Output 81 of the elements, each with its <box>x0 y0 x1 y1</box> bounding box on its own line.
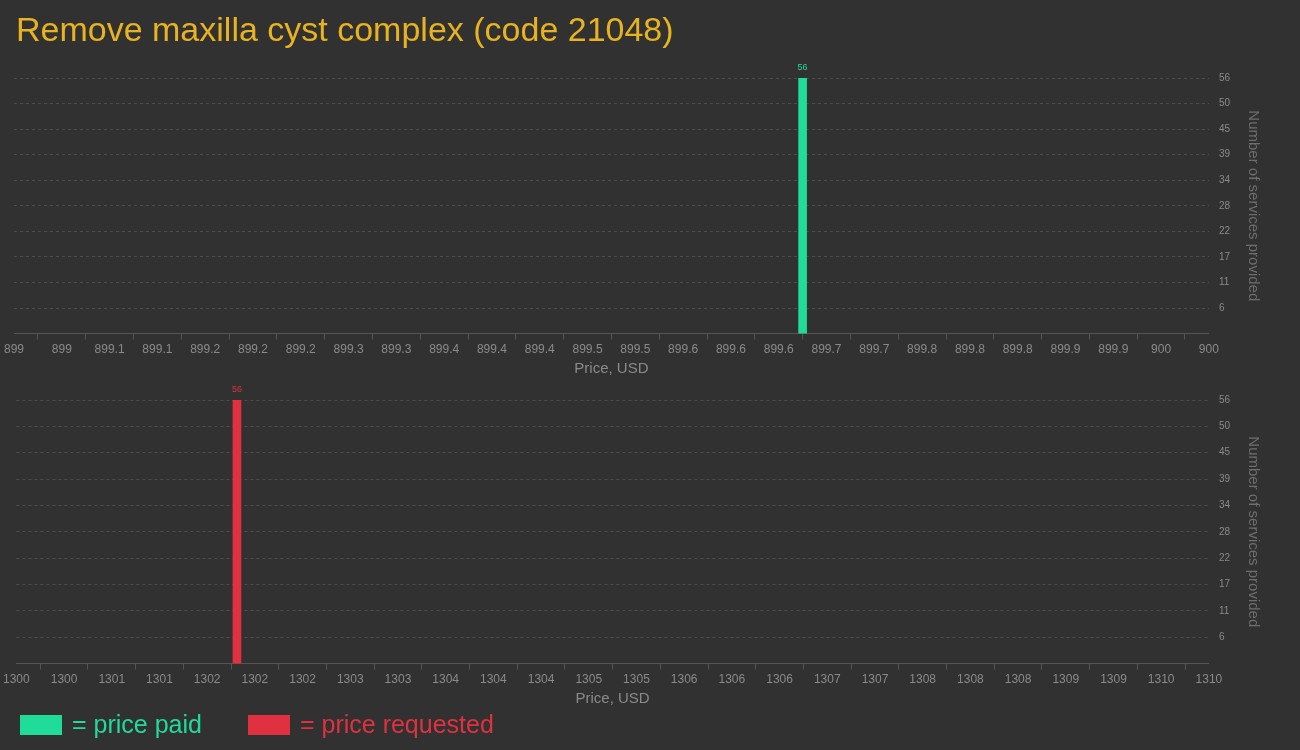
y-tick-label: 11 <box>1218 604 1230 616</box>
y-axis-title: Number of services provided <box>1245 436 1263 628</box>
y-tick-label: 50 <box>1218 420 1231 432</box>
x-tick-label: 1300 <box>50 672 78 687</box>
x-tick-label: 1300 <box>3 672 31 687</box>
x-tick-label: 899.9 <box>1050 342 1081 357</box>
x-tick-label: 899.7 <box>859 342 890 357</box>
y-tick-label: 39 <box>1218 472 1231 484</box>
x-tick-label: 1302 <box>241 672 269 687</box>
y-tick-label: 6 <box>1218 301 1225 313</box>
x-tick-label: 899.4 <box>476 342 508 357</box>
y-tick-label: 28 <box>1218 525 1231 537</box>
data-label: 56 <box>797 61 808 72</box>
x-tick-label: 1306 <box>718 672 746 687</box>
x-tick-label: 899.6 <box>668 342 699 357</box>
x-tick-label: 899 <box>51 342 73 357</box>
chart-title: Remove maxilla cyst complex (code 21048) <box>15 9 675 50</box>
x-tick-label: 899 <box>3 342 25 357</box>
y-tick-label: 22 <box>1218 225 1231 237</box>
x-tick-label: 1309 <box>1052 672 1080 687</box>
legend-label: = price requested <box>299 710 494 739</box>
x-tick-label: 899.2 <box>237 342 269 357</box>
x-tick-label: 899.8 <box>907 342 938 357</box>
x-tick-label: 899.8 <box>1002 342 1034 357</box>
x-tick-label: 1309 <box>1100 672 1128 687</box>
x-tick-label: 1306 <box>670 672 698 687</box>
data-label: 56 <box>231 383 242 394</box>
x-tick-label: 1304 <box>527 672 555 687</box>
x-tick-label: 1307 <box>861 672 889 687</box>
x-tick-label: 899.5 <box>620 342 651 357</box>
y-tick-label: 17 <box>1218 578 1231 590</box>
x-tick-label: 899.2 <box>285 342 317 357</box>
x-tick-label: 1305 <box>575 672 603 687</box>
x-tick-label: 1307 <box>813 672 841 687</box>
x-tick-label: 900 <box>1151 342 1172 357</box>
y-tick-label: 6 <box>1218 630 1225 642</box>
x-tick-label: 899.7 <box>811 342 842 357</box>
y-tick-label: 45 <box>1218 122 1231 134</box>
x-tick-label: 899.1 <box>94 342 125 357</box>
legend-label: = price paid <box>72 710 202 739</box>
x-tick-label: 1310 <box>1195 672 1223 687</box>
y-tick-label: 50 <box>1218 97 1231 109</box>
y-tick-label: 34 <box>1218 499 1231 511</box>
x-tick-label: 1308 <box>909 672 937 687</box>
x-tick-label: 1304 <box>432 672 460 687</box>
y-tick-label: 28 <box>1218 199 1231 211</box>
x-tick-label: 899.8 <box>954 342 986 357</box>
x-tick-label: 899.3 <box>333 342 364 357</box>
x-tick-label: 1301 <box>98 672 126 687</box>
x-tick-label: 1304 <box>480 672 508 687</box>
y-tick-label: 45 <box>1218 446 1231 458</box>
x-axis-title: Price, USD <box>574 359 649 377</box>
x-tick-label: 1302 <box>289 672 317 687</box>
y-tick-label: 22 <box>1218 551 1231 563</box>
y-axis-title: Number of services provided <box>1245 110 1263 302</box>
x-tick-label: 1308 <box>957 672 985 687</box>
y-tick-label: 39 <box>1218 148 1231 160</box>
x-tick-label: 1303 <box>336 672 364 687</box>
x-axis-title: Price, USD <box>575 689 650 707</box>
x-tick-label: 899.6 <box>763 342 795 357</box>
x-tick-label: 1303 <box>384 672 412 687</box>
x-tick-label: 1308 <box>1004 672 1032 687</box>
x-tick-label: 899.5 <box>572 342 603 357</box>
x-tick-label: 1310 <box>1147 672 1175 687</box>
x-tick-label: 899.1 <box>142 342 173 357</box>
y-tick-label: 56 <box>1218 71 1231 83</box>
x-tick-label: 899.3 <box>381 342 412 357</box>
y-tick-label: 56 <box>1218 393 1231 405</box>
x-tick-label: 899.4 <box>524 342 556 357</box>
x-tick-label: 899.4 <box>429 342 460 357</box>
y-tick-label: 17 <box>1218 250 1231 262</box>
x-tick-label: 1306 <box>766 672 794 687</box>
x-tick-label: 1302 <box>193 672 221 687</box>
x-tick-label: 899.6 <box>715 342 747 357</box>
x-tick-label: 900 <box>1198 342 1220 357</box>
x-tick-label: 1305 <box>623 672 651 687</box>
x-tick-label: 899.9 <box>1098 342 1129 357</box>
x-tick-label: 1301 <box>146 672 174 687</box>
x-tick-label: 899.2 <box>190 342 221 357</box>
y-tick-label: 34 <box>1218 173 1231 185</box>
y-tick-label: 11 <box>1218 276 1230 288</box>
